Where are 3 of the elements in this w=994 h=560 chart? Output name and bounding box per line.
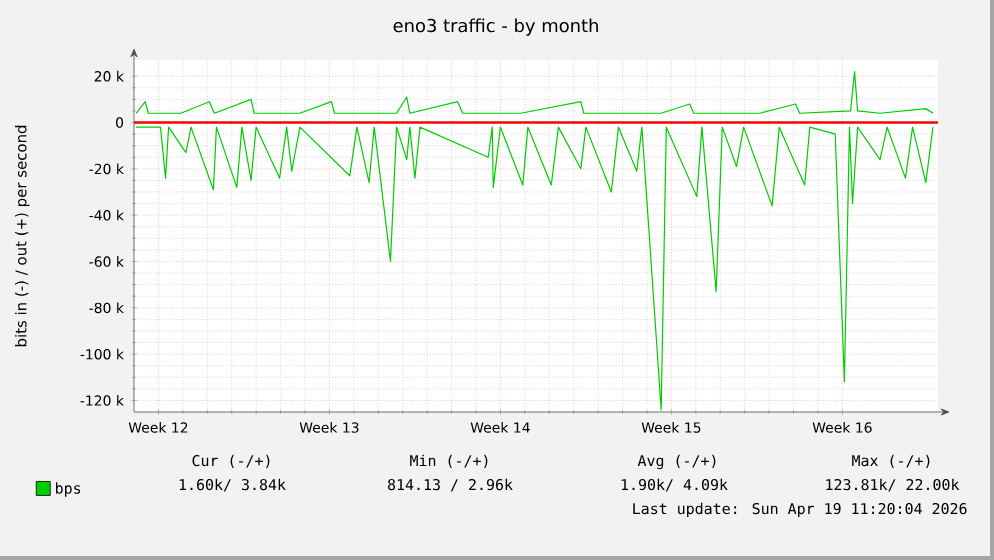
line-series (135, 70, 934, 114)
chart-title: eno3 traffic - by month (393, 18, 598, 36)
line-series (135, 126, 934, 411)
